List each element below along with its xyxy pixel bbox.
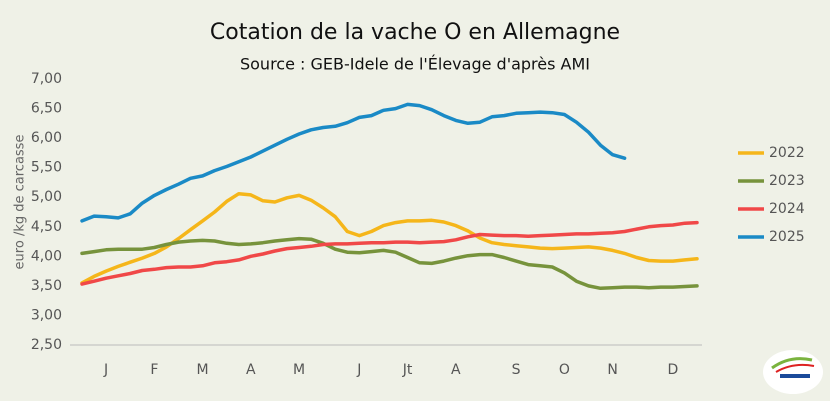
chart-title: Cotation de la vache O en Allemagne — [210, 20, 620, 45]
x-tick-label: N — [607, 362, 617, 378]
y-tick-label: 6,00 — [31, 130, 62, 146]
legend-label: 2025 — [769, 229, 805, 245]
x-tick-label: J — [103, 362, 108, 378]
y-tick-label: 5,00 — [31, 189, 62, 205]
y-tick-label: 6,50 — [31, 101, 62, 117]
y-tick-label: 3,50 — [31, 278, 62, 294]
series-line — [80, 220, 699, 286]
x-tick-label: F — [150, 362, 158, 378]
x-tick-label: Jt — [402, 362, 413, 378]
x-tick-label: S — [512, 362, 521, 378]
x-tick-label: J — [356, 362, 361, 378]
y-tick-label: 2,50 — [31, 337, 62, 353]
x-tick-label: O — [559, 362, 570, 378]
y-axis-label: euro /kg de carcasse — [13, 135, 28, 270]
x-tick-label: A — [246, 362, 256, 378]
legend-label: 2024 — [769, 201, 805, 217]
y-tick-label: 7,00 — [31, 71, 62, 87]
chart-subtitle: Source : GEB-Idele de l'Élevage d'après … — [240, 55, 590, 74]
x-tick-label: M — [197, 362, 209, 378]
x-tick-label: M — [293, 362, 305, 378]
y-tick-label: 3,00 — [31, 307, 62, 323]
y-tick-label: 4,00 — [31, 248, 62, 264]
legend-label: 2023 — [769, 173, 805, 189]
series-line — [80, 191, 699, 285]
legend-label: 2022 — [769, 145, 805, 161]
x-tick-label: A — [451, 362, 461, 378]
y-tick-label: 5,50 — [31, 160, 62, 176]
logo — [763, 350, 823, 394]
x-tick-label: D — [667, 362, 678, 378]
series-line — [80, 102, 627, 223]
y-tick-label: 4,50 — [31, 219, 62, 235]
series-line — [80, 236, 699, 291]
